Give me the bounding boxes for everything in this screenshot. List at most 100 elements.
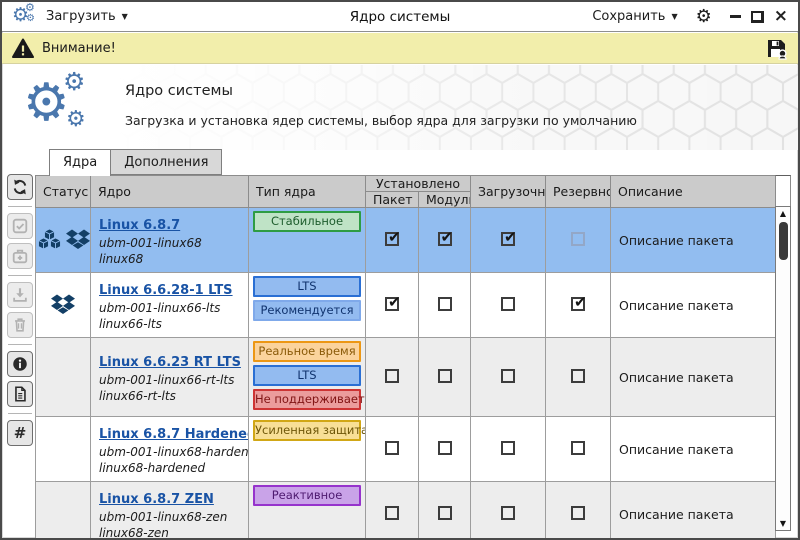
kernel-id: linux66-lts: [99, 316, 162, 331]
kernel-package-name: ubm-001-linux66-lts: [99, 300, 221, 315]
save-menu-button[interactable]: Сохранить ▼: [586, 5, 683, 28]
module-checkbox[interactable]: [437, 368, 452, 383]
module-checkbox-cell: [418, 481, 471, 538]
package-checkbox[interactable]: [385, 293, 401, 311]
gear-settings-icon[interactable]: ⚙: [695, 5, 712, 27]
title-bar: ⚙ ⚙ ⚙ Загрузить ▼ Ядро системы Сохранить ▼…: [2, 2, 798, 32]
bootable-checkbox-cell: [470, 337, 546, 417]
toolbar-divider: [8, 413, 32, 414]
refresh-icon[interactable]: [7, 174, 33, 200]
window-controls: ×: [729, 6, 788, 26]
module-checkbox-cell: [418, 207, 471, 273]
save-menu-label: Сохранить: [592, 9, 666, 24]
table-row[interactable]: Linux 6.6.28-1 LTS ubm-001-linux66-lts l…: [35, 272, 776, 338]
col-header-bootable: Загрузочное: [470, 175, 546, 208]
table-row[interactable]: Linux 6.6.23 RT LTS ubm-001-linux66-rt-l…: [35, 337, 776, 417]
kernel-link[interactable]: Linux 6.6.28-1 LTS: [99, 282, 233, 298]
description-cell: Описание пакета: [610, 481, 776, 538]
col-header-type: Тип ядра: [248, 175, 366, 208]
banner-fade: [3, 65, 798, 150]
install-kit-icon: [7, 243, 33, 269]
package-checkbox[interactable]: [385, 505, 399, 520]
cubes-icon: [36, 229, 62, 250]
bootable-checkbox[interactable]: [501, 368, 515, 383]
kernel-table: Статус Ядро Тип ядра Установлено Загрузо…: [35, 175, 776, 538]
status-cell: [35, 337, 91, 417]
reserve-checkbox[interactable]: [571, 440, 585, 455]
kernel-type-badge: Стабильное: [253, 211, 361, 232]
bootable-checkbox-cell: [470, 416, 546, 482]
scrollbar-header-cap: [775, 175, 791, 207]
module-checkbox[interactable]: [437, 505, 452, 520]
hash-icon[interactable]: #: [7, 420, 33, 446]
kernel-type-badge: Реальное время: [253, 341, 361, 362]
status-cell: [35, 272, 91, 338]
module-checkbox[interactable]: [437, 296, 452, 311]
kernel-package-name: ubm-001-linux68-zen: [99, 509, 228, 524]
tab-additions[interactable]: Дополнения: [110, 149, 223, 175]
package-checkbox[interactable]: [385, 368, 399, 383]
kernel-type-badge: Рекомендуется: [253, 300, 361, 321]
type-cell: Усиленная защита: [248, 416, 366, 482]
kernel-link[interactable]: Linux 6.6.23 RT LTS: [99, 354, 241, 370]
package-checkbox-cell: [365, 481, 419, 538]
kernel-link[interactable]: Linux 6.8.7: [99, 217, 181, 233]
bootable-checkbox[interactable]: [501, 440, 515, 455]
module-checkbox-cell: [418, 337, 471, 417]
table-row[interactable]: Linux 6.8.7 ZEN ubm-001-linux68-zen linu…: [35, 481, 776, 538]
scrollbar-thumb[interactable]: [778, 222, 788, 260]
col-header-installed: Установлено: [365, 175, 471, 192]
tab-bar: Ядра Дополнения: [49, 149, 223, 176]
save-floppy-icon[interactable]: [765, 37, 788, 60]
reserve-checkbox[interactable]: [571, 293, 587, 311]
status-cell: [35, 481, 91, 538]
trash-icon: [7, 312, 33, 338]
tab-kernels[interactable]: Ядра: [49, 149, 112, 176]
reserve-checkbox-cell: [545, 272, 611, 338]
kernel-type-badge: LTS: [253, 276, 361, 297]
kernel-type-badge: LTS: [253, 365, 361, 386]
scroll-down-icon[interactable]: ▼: [779, 519, 787, 528]
type-cell: Стабильное: [248, 207, 366, 273]
close-icon[interactable]: ×: [773, 6, 788, 26]
kernel-link[interactable]: Linux 6.8.7 Hardened: [99, 426, 249, 442]
bootable-checkbox[interactable]: [501, 228, 517, 246]
scroll-up-icon[interactable]: ▲: [779, 209, 787, 218]
table-row[interactable]: Linux 6.8.7 Hardened ubm-001-linux68-har…: [35, 416, 776, 482]
module-checkbox[interactable]: [437, 228, 453, 246]
package-checkbox[interactable]: [385, 228, 401, 246]
col-header-reserve: Резервное: [545, 175, 611, 208]
kernel-link[interactable]: Linux 6.8.7 ZEN: [99, 491, 214, 507]
bootable-checkbox[interactable]: [501, 505, 515, 520]
kernel-type-badge: Реактивное: [253, 485, 361, 506]
kernel-cell: Linux 6.8.7 ZEN ubm-001-linux68-zen linu…: [90, 481, 249, 538]
toolbar-divider: [8, 206, 32, 207]
bootable-checkbox[interactable]: [501, 296, 515, 311]
description-cell: Описание пакета: [610, 272, 776, 338]
reserve-checkbox[interactable]: [571, 505, 585, 520]
vertical-scrollbar[interactable]: ▲ ▼: [775, 206, 791, 531]
reserve-checkbox-cell: [545, 337, 611, 417]
minimize-icon[interactable]: [729, 15, 741, 18]
col-header-description: Описание: [610, 175, 776, 208]
type-cell: Реальное время LTS Не поддерживается: [248, 337, 366, 417]
warning-triangle-icon: [12, 38, 34, 58]
reserve-checkbox[interactable]: [571, 368, 585, 383]
package-checkbox[interactable]: [385, 440, 399, 455]
reserve-checkbox[interactable]: [571, 231, 585, 246]
module-checkbox-cell: [418, 272, 471, 338]
kernel-type-badge: Усиленная защита: [253, 420, 365, 441]
load-menu-button[interactable]: Загрузить ▼: [40, 5, 134, 28]
table-row[interactable]: Linux 6.8.7 ubm-001-linux68 linux68 Стаб…: [35, 207, 776, 273]
gears-app-icon: ⚙ ⚙ ⚙: [12, 0, 35, 26]
chevron-down-icon: ▼: [671, 12, 678, 21]
info-icon[interactable]: [7, 351, 33, 377]
col-header-kernel: Ядро: [90, 175, 249, 208]
module-checkbox[interactable]: [437, 440, 452, 455]
kernel-package-name: ubm-001-linux66-rt-lts: [99, 372, 235, 387]
description-cell: Описание пакета: [610, 337, 776, 417]
package-checkbox-cell: [365, 337, 419, 417]
maximize-icon[interactable]: [750, 11, 764, 23]
changelog-icon[interactable]: [7, 381, 33, 407]
description-cell: Описание пакета: [610, 207, 776, 273]
